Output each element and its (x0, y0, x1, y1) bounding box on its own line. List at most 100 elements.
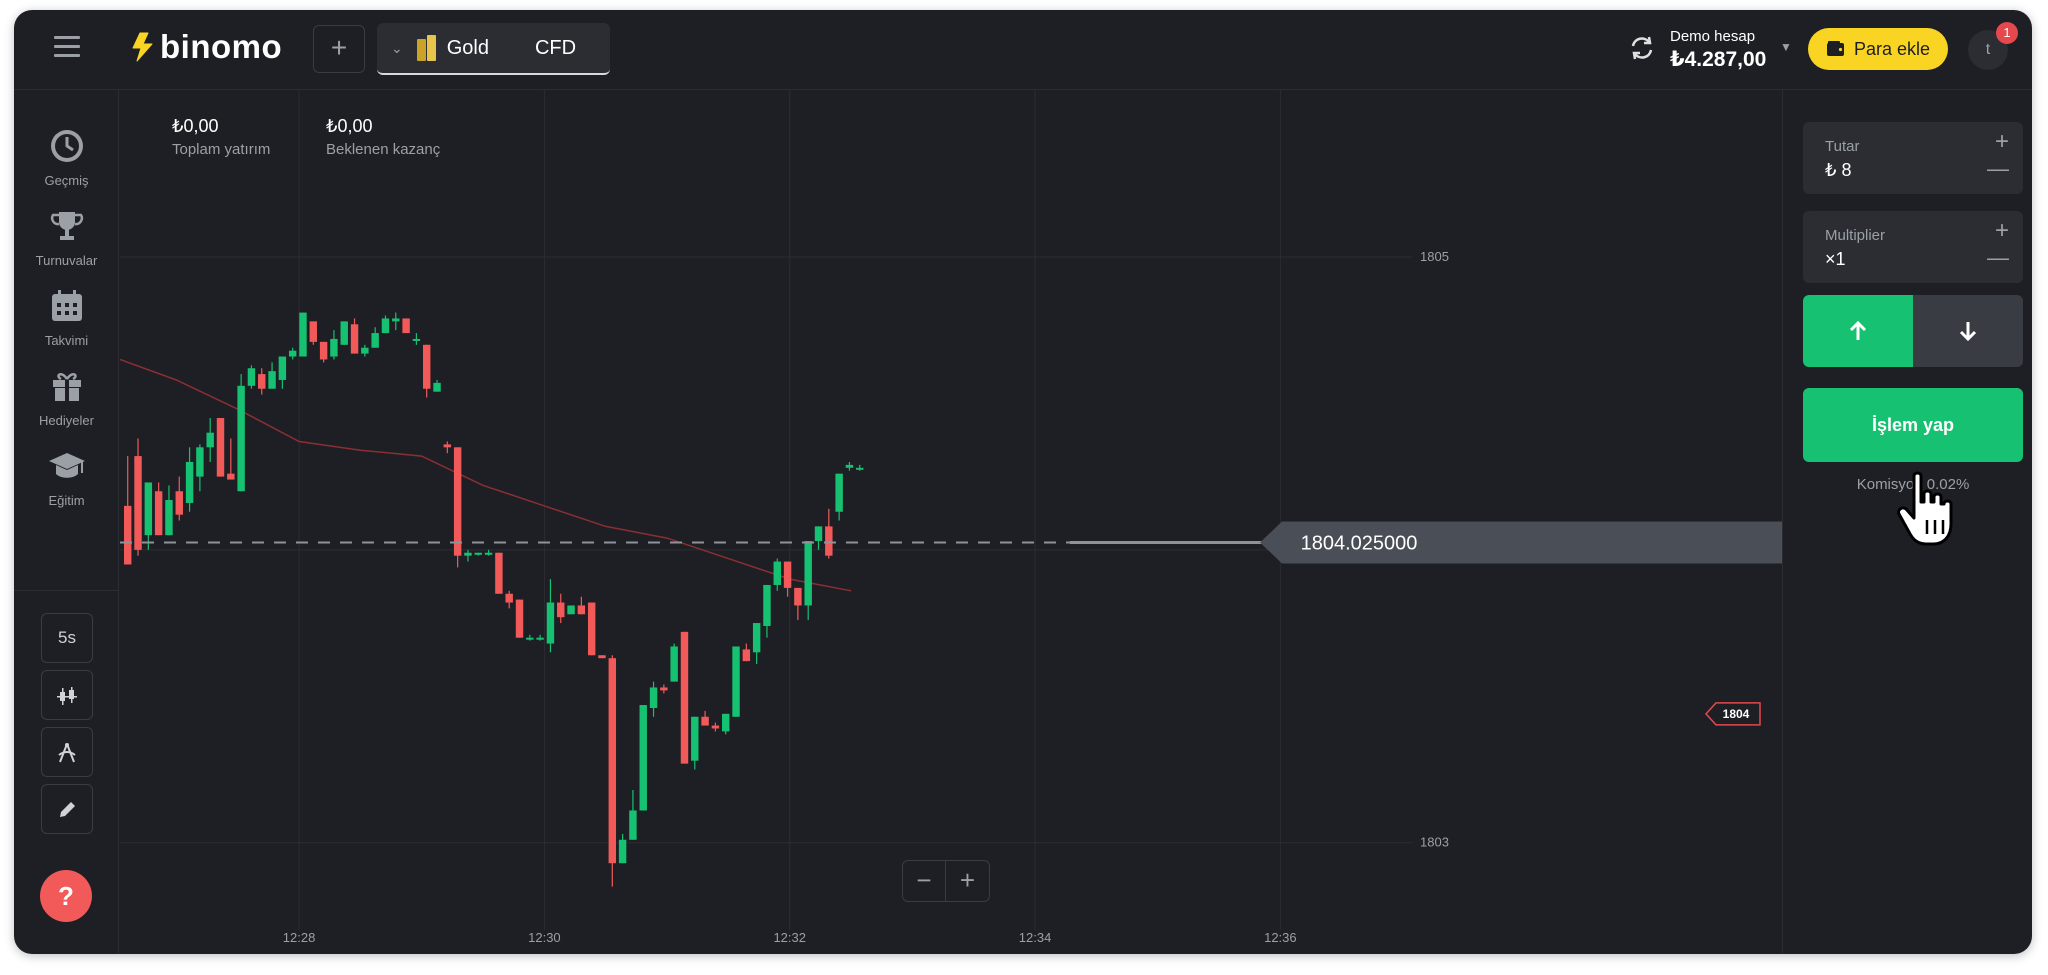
candle-body (825, 526, 833, 556)
sidebar-item-education[interactable]: Eğitim (14, 448, 119, 508)
chart-type-button[interactable] (41, 670, 93, 720)
candlestick-chart[interactable]: 12:28 12:30 12:32 12:34 12:36 1805 1804 1803 180… (120, 90, 1782, 954)
candle-body (577, 605, 586, 615)
sidebar-item-history[interactable]: Geçmiş (14, 128, 119, 188)
candle-body (794, 587, 802, 606)
candle-body (546, 602, 555, 644)
candle-body (773, 561, 781, 585)
logo-text: binomo (160, 28, 283, 65)
amount-input[interactable]: ₺ 8 (1825, 160, 1852, 180)
zoom-out-button[interactable]: − (902, 860, 946, 902)
multiplier-field[interactable]: Multiplier ×1 + — (1803, 211, 2023, 283)
candle-body (309, 321, 318, 342)
app-window: binomo + ⌄ Gold CFD Demo hesap ₺4.287,00… (14, 10, 2032, 954)
direction-up-button[interactable] (1803, 295, 1913, 367)
asset-tab-gold[interactable]: ⌄ Gold CFD (377, 23, 610, 75)
candle-body (288, 350, 297, 357)
sidebar-item-label: Takvimi (44, 333, 89, 348)
x-tick-label: 12:32 (773, 930, 806, 945)
candle-body (649, 687, 658, 708)
hand-cursor-icon (1897, 471, 1953, 546)
candle-body (433, 382, 441, 392)
deposit-label: Para ekle (1853, 38, 1931, 59)
zoom-in-button[interactable]: + (946, 860, 990, 902)
total-investment: ₺0,00 Toplam yatırım (172, 116, 270, 158)
price-marker-tag (1704, 702, 1761, 726)
total-investment-value: ₺0,00 (172, 116, 219, 136)
candle-body (216, 418, 225, 477)
candle-body (453, 447, 462, 556)
candle-body (835, 473, 843, 512)
graduation-cap-icon (48, 453, 85, 478)
candle-body (402, 318, 410, 334)
candle-body (856, 467, 864, 470)
candle-body (371, 333, 379, 348)
sidebar-item-label: Hediyeler (39, 413, 94, 428)
candle-body (278, 356, 287, 380)
caret-down-icon[interactable]: ▼ (1780, 40, 1792, 54)
sidebar-item-calendar[interactable]: Takvimi (14, 288, 119, 348)
candle-body (711, 725, 720, 729)
sync-icon[interactable] (1628, 34, 1656, 62)
account-balance: ₺4.287,00 (1670, 48, 1767, 71)
candle-body (484, 552, 493, 555)
sidebar-item-gifts[interactable]: Hediyeler (14, 368, 119, 428)
multiplier-decrease-button[interactable]: — (1987, 245, 2009, 270)
multiplier-input[interactable]: ×1 (1825, 249, 1846, 269)
indicators-icon (58, 742, 76, 762)
candle-body (598, 655, 606, 659)
candle-body (206, 432, 214, 448)
candle-body (165, 500, 173, 536)
candle-body (247, 368, 256, 386)
amount-field[interactable]: Tutar ₺ 8 + — (1803, 122, 2023, 194)
candle-body (587, 602, 596, 656)
multiplier-increase-button[interactable]: + (1994, 217, 2009, 244)
candle-body (330, 338, 338, 357)
candle-body (505, 593, 513, 603)
candle-body (660, 687, 668, 691)
candle-body (722, 713, 730, 732)
trade-button[interactable]: İşlem yap (1803, 388, 2023, 462)
candle-body (464, 552, 472, 556)
candle-body (361, 347, 369, 354)
asset-name: Gold (446, 36, 489, 59)
gift-icon (52, 373, 81, 401)
chevron-down-icon[interactable]: ⌄ (391, 39, 403, 56)
candle-body (783, 561, 792, 588)
add-asset-button[interactable]: + (313, 25, 365, 73)
candle-body (319, 341, 328, 360)
candle-body (258, 374, 266, 389)
candle-body (680, 631, 689, 764)
wallet-icon (1826, 41, 1844, 56)
candle-body (237, 385, 245, 492)
account-switcher[interactable]: Demo hesap ₺4.287,00 (1670, 28, 1766, 72)
amount-increase-button[interactable]: + (1994, 128, 2009, 155)
deposit-button[interactable]: Para ekle (1808, 28, 1948, 70)
candle-body (154, 491, 163, 536)
candle-body (185, 461, 194, 503)
clock-icon (50, 130, 83, 162)
help-button[interactable]: ? (40, 870, 92, 922)
candle-body (608, 658, 617, 864)
candle-body (752, 623, 761, 653)
price-chart[interactable]: 12:28 12:30 12:32 12:34 12:36 1805 1804 1803 180… (120, 90, 1782, 954)
candle-body (814, 526, 823, 542)
draw-button[interactable] (41, 784, 93, 834)
candle-body (443, 444, 452, 448)
x-tick-label: 12:34 (1019, 930, 1052, 945)
direction-down-button[interactable] (1913, 295, 2023, 367)
amount-decrease-button[interactable]: — (1987, 156, 2009, 181)
timeframe-button[interactable]: 5s (41, 613, 93, 663)
candle-body (340, 321, 348, 345)
menu-icon[interactable] (54, 36, 80, 58)
candle-body (392, 318, 400, 322)
sidebar-item-tournaments[interactable]: Turnuvalar (14, 208, 119, 268)
candle-body (639, 705, 647, 811)
indicators-button[interactable] (41, 727, 93, 777)
current-price-label: 1804.025000 (1301, 533, 1418, 555)
expected-profit-label: Beklenen kazanç (326, 141, 441, 158)
logo[interactable]: binomo (132, 28, 282, 66)
lightning-icon (132, 32, 153, 62)
gold-bars-icon (416, 35, 436, 61)
candle-body (691, 716, 699, 761)
